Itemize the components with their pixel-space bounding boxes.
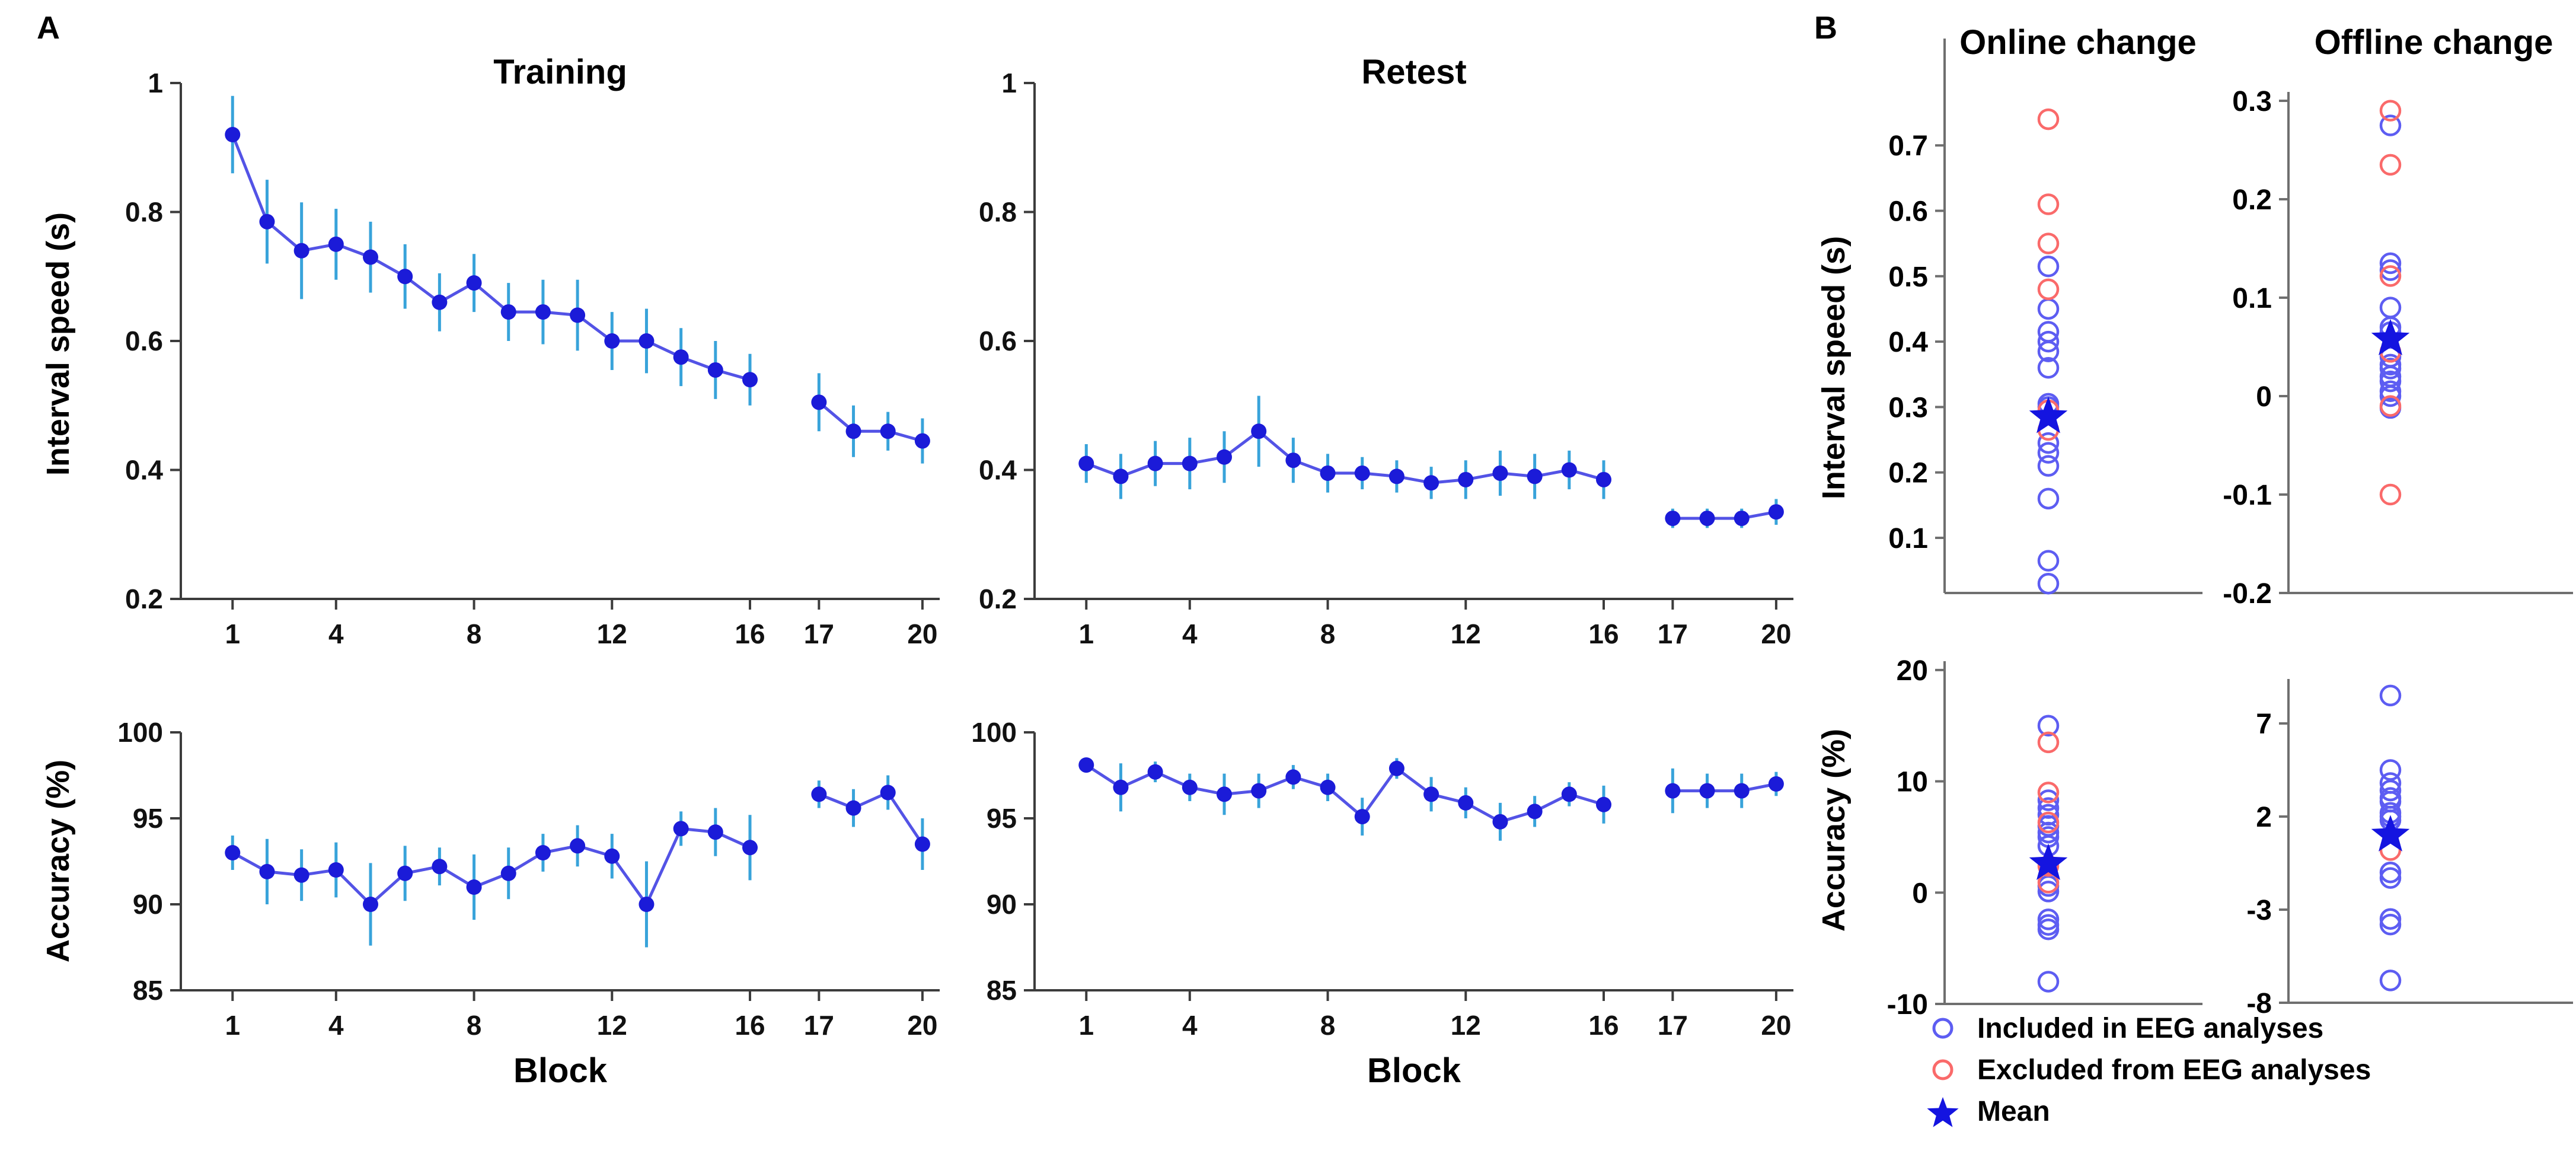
excluded-circle-icon	[1932, 1059, 1953, 1080]
svg-text:0.4: 0.4	[125, 455, 163, 486]
online-change-title: Online change	[1959, 23, 2197, 62]
svg-text:0.1: 0.1	[2232, 283, 2272, 314]
training-title: Training	[493, 53, 627, 91]
svg-text:90: 90	[133, 889, 163, 920]
svg-text:0.2: 0.2	[979, 584, 1017, 614]
svg-text:0.4: 0.4	[1888, 327, 1928, 358]
svg-text:20: 20	[1897, 655, 1928, 687]
legend-row-mean: Mean	[1924, 1092, 2371, 1130]
svg-text:7: 7	[2256, 709, 2272, 740]
retest-accuracy-chart: 85 90 95 100 1 4 8 12 16 17 20	[971, 717, 1793, 1041]
legend-label-mean: Mean	[1977, 1095, 2050, 1127]
training-speed-ylabel: Interval speed (s)	[40, 212, 76, 476]
svg-text:1: 1	[1001, 68, 1017, 98]
svg-text:0: 0	[1912, 878, 1928, 909]
legend-row-included: Included in EEG analyses	[1924, 1009, 2371, 1047]
svg-text:16: 16	[1588, 618, 1619, 649]
offline-change-accuracy-chart: -8 -3 2 7	[2246, 679, 2573, 1019]
svg-text:1: 1	[148, 68, 163, 98]
svg-text:1: 1	[225, 1010, 240, 1041]
legend: Included in EEG analyses Excluded from E…	[1924, 1009, 2371, 1130]
svg-text:10: 10	[1897, 767, 1928, 798]
legend-row-excluded: Excluded from EEG analyses	[1924, 1051, 2371, 1089]
svg-text:16: 16	[735, 1010, 765, 1041]
svg-text:0.7: 0.7	[1888, 130, 1928, 162]
svg-text:0.2: 0.2	[125, 584, 163, 614]
svg-text:-0.1: -0.1	[2223, 480, 2272, 511]
included-circle-icon	[1932, 1018, 1953, 1039]
svg-text:0.6: 0.6	[1888, 196, 1928, 228]
svg-text:-10: -10	[1887, 989, 1928, 1021]
svg-text:0.2: 0.2	[1888, 458, 1928, 489]
svg-text:4: 4	[328, 618, 344, 649]
svg-text:4: 4	[1182, 618, 1198, 649]
svg-text:12: 12	[597, 1010, 627, 1041]
svg-text:12: 12	[597, 618, 627, 649]
svg-text:0.3: 0.3	[2232, 86, 2272, 117]
retest-title: Retest	[1361, 53, 1467, 91]
svg-text:-0.2: -0.2	[2223, 578, 2272, 610]
svg-text:0.8: 0.8	[979, 197, 1017, 228]
panel-a-label: A	[37, 10, 60, 46]
svg-text:4: 4	[1182, 1010, 1198, 1041]
offline-change-title: Offline change	[2314, 23, 2553, 62]
svg-text:8: 8	[467, 618, 482, 649]
svg-text:0.6: 0.6	[979, 326, 1017, 356]
legend-label-excluded: Excluded from EEG analyses	[1977, 1054, 2371, 1086]
retest-block-xlabel: Block	[1367, 1051, 1461, 1090]
svg-text:17: 17	[804, 1010, 834, 1041]
svg-text:17: 17	[804, 618, 834, 649]
training-accuracy-ylabel: Accuracy (%)	[40, 759, 76, 963]
svg-text:0.8: 0.8	[125, 197, 163, 228]
legend-label-included: Included in EEG analyses	[1977, 1012, 2324, 1044]
svg-text:100: 100	[971, 717, 1017, 748]
training-speed-chart: 0.2 0.4 0.6 0.8 1 1 4 8 12 16 17 20	[125, 68, 940, 649]
svg-text:0: 0	[2256, 381, 2272, 413]
svg-text:8: 8	[1320, 1010, 1336, 1041]
online-change-accuracy-chart: -10 0 10 20	[1887, 655, 2202, 1021]
svg-text:95: 95	[987, 803, 1017, 834]
svg-text:4: 4	[328, 1010, 344, 1041]
svg-text:20: 20	[1761, 1010, 1791, 1041]
online-change-speed-chart: 0.1 0.2 0.3 0.4 0.5 0.6 0.7	[1888, 39, 2202, 595]
svg-text:0.6: 0.6	[125, 326, 163, 356]
svg-text:0.5: 0.5	[1888, 262, 1928, 293]
svg-text:20: 20	[907, 618, 937, 649]
svg-text:17: 17	[1658, 1010, 1688, 1041]
svg-text:8: 8	[467, 1010, 482, 1041]
svg-text:20: 20	[1761, 618, 1791, 649]
svg-text:12: 12	[1451, 1010, 1481, 1041]
svg-text:1: 1	[1078, 1010, 1094, 1041]
offline-change-speed-chart: -0.2 -0.1 0 0.1 0.2 0.3	[2223, 86, 2573, 610]
svg-text:0.1: 0.1	[1888, 523, 1928, 554]
training-accuracy-chart: 85 90 95 100 1 4 8 12 16 17 20	[117, 717, 940, 1041]
svg-text:20: 20	[907, 1010, 937, 1041]
panelb-speed-ylabel: Interval speed (s)	[1816, 235, 1852, 500]
svg-text:16: 16	[735, 618, 765, 649]
panel-b-label: B	[1814, 10, 1837, 46]
svg-text:90: 90	[987, 889, 1017, 920]
training-block-xlabel: Block	[513, 1051, 607, 1090]
svg-text:95: 95	[133, 803, 163, 834]
svg-text:-3: -3	[2246, 895, 2272, 926]
svg-text:0.2: 0.2	[2232, 184, 2272, 216]
svg-text:2: 2	[2256, 802, 2272, 833]
svg-text:85: 85	[133, 975, 163, 1006]
svg-text:12: 12	[1451, 618, 1481, 649]
svg-text:100: 100	[117, 717, 163, 748]
svg-text:1: 1	[225, 618, 240, 649]
panelb-accuracy-ylabel: Accuracy (%)	[1816, 728, 1852, 932]
svg-text:1: 1	[1078, 618, 1094, 649]
svg-text:8: 8	[1320, 618, 1336, 649]
svg-text:-8: -8	[2246, 988, 2272, 1019]
svg-text:85: 85	[987, 975, 1017, 1006]
svg-text:0.4: 0.4	[979, 455, 1017, 486]
svg-text:0.3: 0.3	[1888, 392, 1928, 423]
svg-text:17: 17	[1658, 618, 1688, 649]
retest-speed-chart: 0.2 0.4 0.6 0.8 1 1 4 8 12 16 17 20	[979, 68, 1793, 649]
mean-star-icon	[1927, 1097, 1959, 1127]
svg-text:16: 16	[1588, 1010, 1619, 1041]
